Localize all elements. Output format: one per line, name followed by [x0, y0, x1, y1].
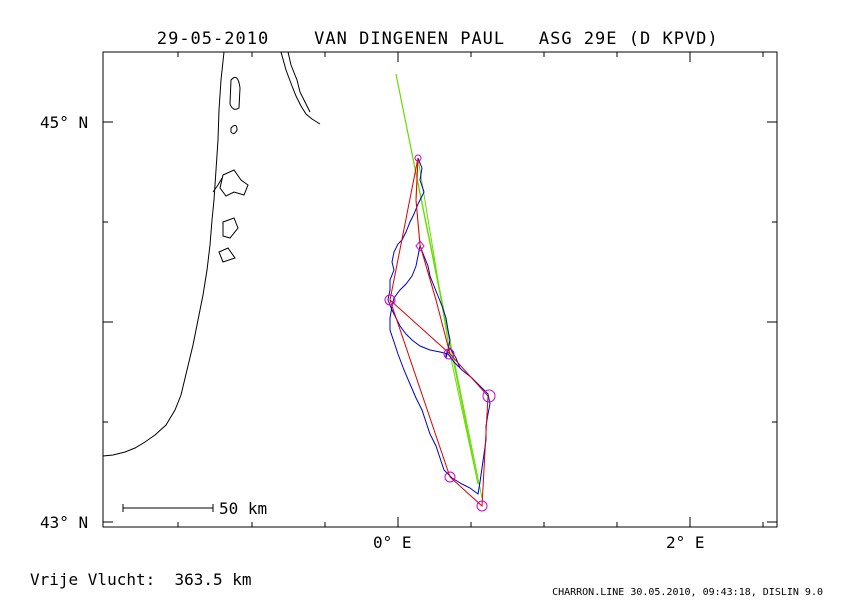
turnpoint-circle: [414, 154, 422, 162]
turnpoints: [384, 154, 496, 512]
turnpoint-circle: [476, 500, 488, 512]
turnpoint-circle: [482, 389, 496, 403]
lon-label-right: 2° E: [666, 533, 705, 552]
closing-lines: [395, 73, 483, 499]
turnpoint-circle: [384, 294, 396, 306]
lat-label-top: 45° N: [40, 113, 89, 132]
distance-readout: Vrije Vlucht: 363.5 km: [30, 570, 252, 589]
coastline: [102, 51, 321, 457]
lon-ticks: [177, 52, 764, 527]
render-info: CHARRON.LINE 30.05.2010, 09:43:18, DISLI…: [552, 587, 823, 598]
task-route-leg: [415, 157, 451, 355]
map-title: 29-05-2010 VAN DINGENEN PAUL ASG 29E (D …: [0, 9, 853, 49]
pilot-name: VAN DINGENEN PAUL: [314, 29, 506, 49]
lon-label-left: 0° E: [373, 533, 412, 552]
lat-ticks: [103, 121, 777, 523]
task-route: [389, 157, 489, 508]
lat-label-bottom: 43° N: [40, 513, 89, 532]
scale-label: 50 km: [219, 499, 268, 518]
start-diamond-icon: [415, 240, 425, 252]
turnpoint-circle: [444, 471, 456, 483]
turnpoint-circle: [443, 348, 455, 360]
flight-track: [387, 157, 491, 495]
scale-bar: [122, 504, 214, 512]
flight-date: 29-05-2010: [156, 29, 270, 49]
glider-name: ASG 29E (D KPVD): [538, 29, 719, 49]
map-frame: [102, 51, 778, 528]
